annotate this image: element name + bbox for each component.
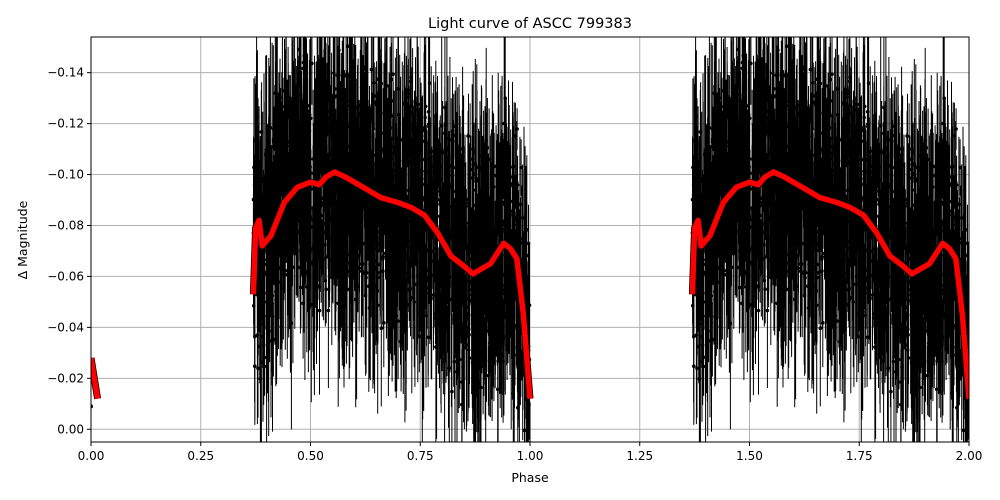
chart-title: Light curve of ASCC 799383: [428, 16, 632, 32]
y-tick-label: −0.06: [47, 269, 84, 283]
y-tick-label: −0.10: [47, 168, 84, 182]
x-tick-label: 2.00: [956, 449, 983, 463]
y-tick-label: −0.02: [47, 371, 84, 385]
y-tick-label: 0.00: [57, 422, 84, 436]
y-axis-label: Δ Magnitude: [15, 200, 30, 279]
x-tick-label: 1.50: [736, 449, 763, 463]
x-tick-label: 1.25: [626, 449, 653, 463]
x-tick-label: 1.00: [517, 449, 544, 463]
x-tick-label: 0.25: [187, 449, 214, 463]
x-tick-label: 1.75: [846, 449, 873, 463]
y-tick-label: −0.08: [47, 218, 84, 232]
x-tick-label: 0.00: [78, 449, 105, 463]
y-tick-label: −0.14: [47, 66, 84, 80]
y-tick-label: −0.12: [47, 117, 84, 131]
y-axis-ticks: −0.14 −0.12 −0.10 −0.08 −0.06 −0.04 −0.02 0.00: [47, 66, 91, 436]
x-tick-label: 0.75: [407, 449, 434, 463]
model-curve: [91, 168, 969, 400]
y-tick-label: −0.04: [47, 320, 84, 334]
x-axis-label: Phase: [511, 470, 549, 485]
x-axis-ticks: 0.00 0.25 0.50 0.75 1.00 1.25 1.50 1.75 2.00: [78, 442, 983, 463]
x-tick-label: 0.50: [297, 449, 324, 463]
